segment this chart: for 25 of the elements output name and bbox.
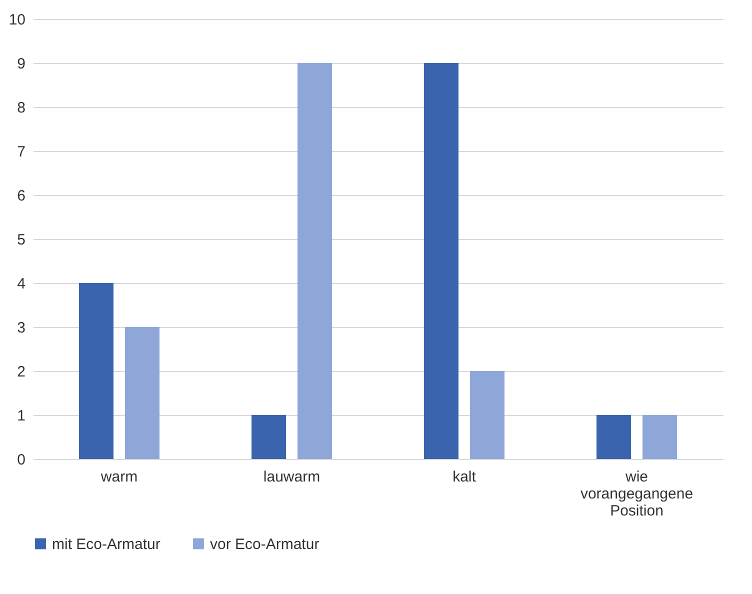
- bar: [596, 415, 631, 459]
- bar: [252, 415, 286, 459]
- y-tick-label: 6: [17, 188, 26, 204]
- x-tick-label: lauwarm: [263, 468, 320, 486]
- y-tick-label: 2: [17, 364, 26, 380]
- y-tick-label: 1: [17, 408, 26, 424]
- bar: [125, 327, 160, 459]
- x-tick-label: warm: [100, 468, 138, 486]
- bar: [298, 63, 332, 459]
- bar: [424, 63, 458, 459]
- y-tick-label: 7: [17, 144, 26, 160]
- bar: [470, 371, 504, 459]
- legend-label: vor Eco-Armatur: [210, 536, 320, 553]
- legend-label: mit Eco-Armatur: [52, 536, 160, 553]
- x-tick-label: wie vorangegangene Position: [580, 468, 694, 520]
- y-tick-label: 0: [17, 452, 26, 468]
- bar: [79, 283, 114, 459]
- bar: [642, 415, 677, 459]
- y-tick-label: 9: [17, 56, 26, 72]
- y-tick-label: 8: [17, 100, 26, 116]
- x-tick-label: kalt: [452, 468, 477, 486]
- y-tick-label: 4: [17, 276, 26, 292]
- y-tick-label: 10: [8, 12, 26, 28]
- y-tick-label: 5: [17, 232, 26, 248]
- y-tick-label: 3: [17, 320, 26, 336]
